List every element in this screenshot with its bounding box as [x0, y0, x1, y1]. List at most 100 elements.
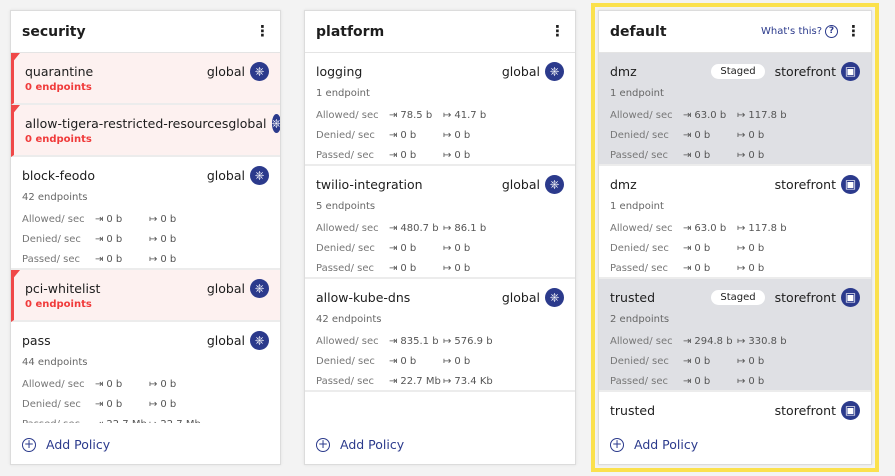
egress-value: ↦ 0 b — [443, 356, 470, 367]
egress-bytes: 0 b — [748, 149, 765, 161]
egress-arrow-icon: ↦ — [443, 375, 452, 387]
ingress-bytes: 294.8 b — [694, 335, 733, 347]
egress-value: ↦ 41.7 b — [443, 110, 486, 121]
egress-value: ↦ 0 b — [737, 376, 764, 387]
ingress-arrow-icon: ⇥ — [95, 253, 104, 265]
stat-row-denied: Denied/ sec ⇥ 0 b ↦ 0 b — [316, 238, 564, 258]
stat-row-denied: Denied/ sec ⇥ 0 b ↦ 0 b — [316, 125, 564, 145]
policy-row[interactable]: twilio-integration global ⎈ 5 endpoints Allo… — [305, 166, 575, 279]
egress-bytes: 117.8 b — [748, 222, 787, 234]
stat-row-allowed: Allowed/ sec ⇥ 63.0 b ↦ 117.8 b — [610, 218, 860, 238]
tier-title: platform — [316, 23, 385, 40]
stat-row-denied: Denied/ sec ⇥ 0 b ↦ 0 b — [22, 394, 269, 414]
namespace-monitor-icon: ▣ — [841, 401, 860, 420]
stat-label: Denied/ sec — [610, 129, 669, 141]
ingress-value: ⇥ 0 b — [389, 356, 443, 367]
ingress-bytes: 0 b — [400, 149, 417, 161]
kubernetes-global-icon: ⎈ — [250, 279, 269, 298]
ingress-bytes: 0 b — [400, 355, 417, 367]
tier-header: security ⋮ — [11, 11, 280, 53]
egress-value: ↦ 86.1 b — [443, 223, 486, 234]
egress-value: ↦ 0 b — [149, 399, 176, 410]
stat-label: Passed/ sec — [316, 149, 375, 161]
stat-row-passed: Passed/ sec ⇥ 0 b ↦ 0 b — [610, 258, 860, 278]
policy-row[interactable]: quarantine global ⎈ 0 endpoints — [11, 53, 280, 105]
stat-label: Denied/ sec — [610, 242, 669, 254]
policy-name: logging — [316, 64, 363, 79]
namespace-monitor-icon: ▣ — [841, 62, 860, 81]
policy-scope: global — [206, 333, 245, 348]
policy-name: pass — [22, 333, 51, 348]
policy-scope: storefront — [774, 290, 836, 305]
policy-row[interactable]: pass global ⎈ 44 endpoints Allowed/ sec ⇥ 0 b ↦… — [11, 322, 280, 423]
egress-arrow-icon: ↦ — [737, 222, 746, 234]
whats-this-link[interactable]: What's this?? — [761, 25, 838, 38]
egress-bytes: 0 b — [160, 378, 177, 390]
policy-row-header: dmz storefront ▣ — [610, 166, 860, 200]
policy-row[interactable]: logging global ⎈ 1 endpoint Allowed/ sec ⇥ 78.… — [305, 53, 575, 166]
policy-scope: global — [206, 168, 245, 183]
policy-scope: storefront — [774, 177, 836, 192]
plus-circle-icon: + — [316, 436, 330, 452]
policy-row[interactable]: dmz storefront ▣ 1 endpoint Allowed/ sec ⇥ 63.… — [599, 166, 871, 279]
ingress-bytes: 0 b — [694, 375, 711, 387]
ingress-arrow-icon: ⇥ — [683, 109, 692, 121]
policy-name: dmz — [610, 64, 637, 79]
tier-header: default What's this?? ⋮ — [599, 11, 871, 53]
plus-circle-icon: + — [22, 436, 36, 452]
egress-arrow-icon: ↦ — [737, 375, 746, 387]
plus-circle-icon: + — [610, 436, 624, 452]
add-policy-button[interactable]: + Add Policy — [316, 437, 404, 452]
kebab-menu-icon[interactable]: ⋮ — [255, 22, 270, 40]
staged-badge: Staged — [711, 64, 765, 79]
egress-arrow-icon: ↦ — [737, 242, 746, 254]
ingress-bytes: 835.1 b — [400, 335, 439, 347]
add-policy-button[interactable]: + Add Policy — [22, 437, 110, 452]
ingress-value: ⇥ 480.7 b — [389, 223, 443, 234]
egress-arrow-icon: ↦ — [737, 355, 746, 367]
stat-label: Allowed/ sec — [610, 109, 673, 121]
egress-bytes: 0 b — [454, 242, 471, 254]
egress-value: ↦ 0 b — [149, 254, 176, 265]
kebab-menu-icon[interactable]: ⋮ — [550, 22, 565, 40]
policy-row-header: twilio-integration global ⎈ — [316, 166, 564, 200]
ingress-arrow-icon: ⇥ — [389, 355, 398, 367]
policy-row[interactable]: trusted Staged storefront ▣ 2 endpoints Allow… — [599, 279, 871, 392]
policy-name: quarantine — [25, 64, 94, 79]
kebab-menu-icon[interactable]: ⋮ — [846, 22, 861, 40]
egress-value: ↦ 0 b — [149, 214, 176, 225]
ingress-value: ⇥ 0 b — [95, 254, 149, 265]
stat-label: Allowed/ sec — [316, 222, 379, 234]
policy-row[interactable]: pci-whitelist global ⎈ 0 endpoints — [11, 270, 280, 322]
kubernetes-global-icon: ⎈ — [545, 175, 564, 194]
policy-row[interactable]: dmz Staged storefront ▣ 1 endpoint Allowed/ s… — [599, 53, 871, 166]
stat-row-allowed: Allowed/ sec ⇥ 835.1 b ↦ 576.9 b — [316, 331, 564, 351]
add-policy-button[interactable]: + Add Policy — [610, 437, 698, 452]
tier-title: default — [610, 23, 667, 40]
egress-arrow-icon: ↦ — [443, 262, 452, 274]
ingress-arrow-icon: ⇥ — [683, 335, 692, 347]
ingress-arrow-icon: ⇥ — [683, 222, 692, 234]
egress-arrow-icon: ↦ — [737, 262, 746, 274]
ingress-arrow-icon: ⇥ — [95, 233, 104, 245]
egress-arrow-icon: ↦ — [149, 378, 158, 390]
namespace-monitor-icon: ▣ — [841, 175, 860, 194]
egress-bytes: 330.8 b — [748, 335, 787, 347]
policy-row[interactable]: block-feodo global ⎈ 42 endpoints Allowed/ s… — [11, 157, 280, 270]
policy-row[interactable]: trusted storefront ▣ — [599, 392, 871, 423]
ingress-value: ⇥ 0 b — [95, 214, 149, 225]
ingress-arrow-icon: ⇥ — [389, 149, 398, 161]
egress-value: ↦ 330.8 b — [737, 336, 787, 347]
egress-bytes: 0 b — [160, 253, 177, 265]
stat-row-allowed: Allowed/ sec ⇥ 0 b ↦ 0 b — [22, 374, 269, 394]
egress-bytes: 117.8 b — [748, 109, 787, 121]
egress-bytes: 0 b — [160, 398, 177, 410]
endpoint-count: 44 endpoints — [22, 357, 88, 368]
stat-label: Allowed/ sec — [610, 335, 673, 347]
policy-row[interactable]: allow-kube-dns global ⎈ 42 endpoints Allowed… — [305, 279, 575, 392]
endpoint-count: 0 endpoints — [25, 82, 92, 93]
egress-value: ↦ 0 b — [443, 243, 470, 254]
ingress-value: ⇥22.7 Mb — [389, 376, 443, 387]
egress-value: ↦ 0 b — [443, 130, 470, 141]
